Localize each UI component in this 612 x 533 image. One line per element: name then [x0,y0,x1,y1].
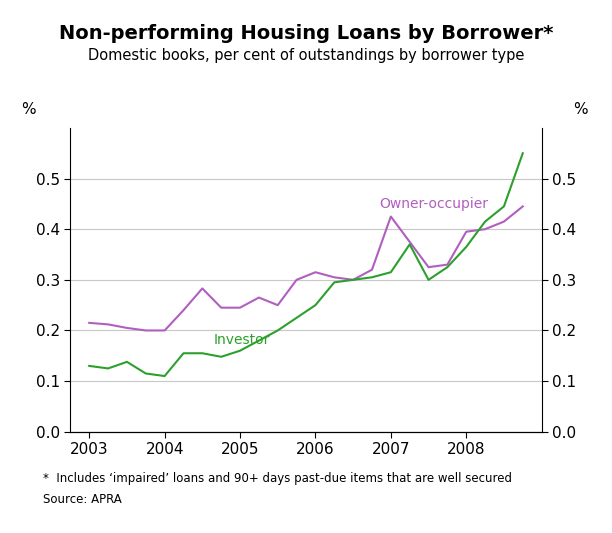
Text: Domestic books, per cent of outstandings by borrower type: Domestic books, per cent of outstandings… [88,48,524,63]
Text: Source: APRA: Source: APRA [43,493,122,506]
Text: *  Includes ‘impaired’ loans and 90+ days past-due items that are well secured: * Includes ‘impaired’ loans and 90+ days… [43,472,512,484]
Text: Non-performing Housing Loans by Borrower*: Non-performing Housing Loans by Borrower… [59,24,553,43]
Text: Investor: Investor [214,333,270,346]
Text: Owner-occupier: Owner-occupier [379,197,488,212]
Text: %: % [21,102,36,117]
Text: %: % [573,102,588,117]
